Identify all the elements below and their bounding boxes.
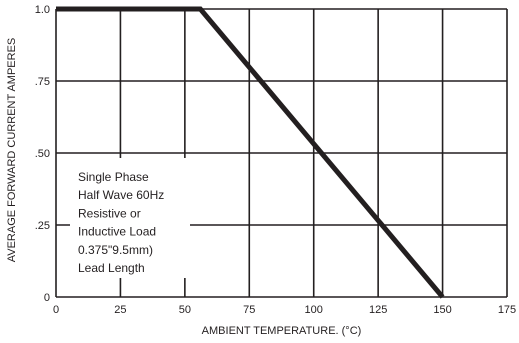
y-axis-label: AVERAGE FORWARD CURRENT AMPERES — [6, 38, 18, 263]
annotation-line-0: Single Phase — [78, 170, 149, 184]
plot-series — [55, 6, 445, 299]
x-tick-label-6: 150 — [433, 304, 451, 316]
x-tick-label-1: 25 — [114, 304, 126, 316]
x-tick-label-4: 100 — [305, 304, 323, 316]
annotation-line-3: Inductive Load — [78, 225, 156, 239]
x-tick-label-5: 125 — [369, 304, 387, 316]
annotation-line-5: Lead Length — [78, 261, 145, 275]
tick-labels: 0 25 50 75 100 125 150 175 0 .25 .50 .75 1.0 — [35, 4, 516, 316]
x-tick-label-0: 0 — [53, 304, 59, 316]
annotation-line-4: 0.375"9.5mm) — [78, 243, 153, 257]
x-tick-label-2: 50 — [179, 304, 191, 316]
y-tick-label-3: .75 — [35, 76, 50, 88]
y-tick-label-0: 0 — [44, 292, 50, 304]
y-tick-label-2: .50 — [35, 148, 50, 160]
y-tick-label-4: 1.0 — [35, 4, 50, 16]
y-tick-label-1: .25 — [35, 220, 50, 232]
x-tick-label-3: 75 — [243, 304, 255, 316]
annotation: Single Phase Half Wave 60Hz Resistive or In… — [78, 170, 164, 275]
annotation-line-1: Half Wave 60Hz — [78, 188, 164, 202]
x-axis-label: AMBIENT TEMPERATURE. (°C) — [202, 325, 362, 337]
annotation-line-2: Resistive or — [78, 206, 141, 220]
grid — [55, 8, 508, 298]
annotation-background — [70, 158, 190, 278]
x-tick-label-7: 175 — [498, 304, 516, 316]
